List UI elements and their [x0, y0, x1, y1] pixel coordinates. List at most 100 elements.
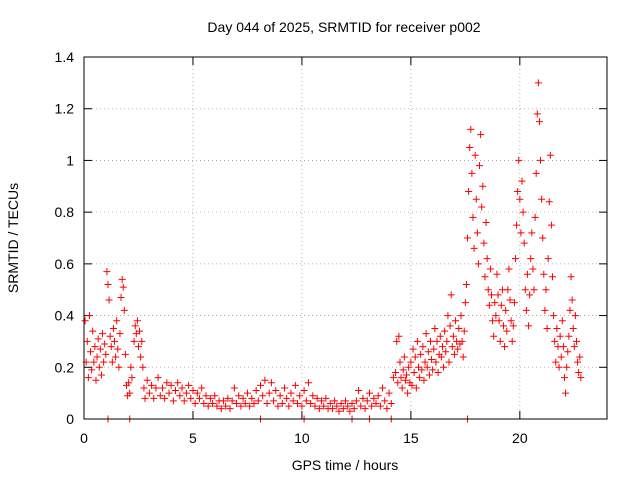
data-point: [140, 384, 148, 392]
data-point: [533, 110, 541, 118]
data-point: [322, 394, 330, 402]
data-point: [217, 405, 225, 413]
data-point: [547, 221, 555, 229]
data-point: [557, 353, 565, 361]
data-point: [540, 270, 548, 278]
data-point: [285, 402, 293, 410]
data-point: [304, 379, 312, 387]
y-axis-ticks: 0 0.2 0.4 0.6 0.8 1 1.2 1.4: [55, 49, 607, 427]
data-point: [154, 374, 162, 382]
data-point: [131, 322, 139, 330]
data-point: [506, 296, 514, 304]
data-point: [136, 327, 144, 335]
y-tick-label: 1.4: [55, 49, 75, 65]
data-point: [509, 322, 517, 330]
data-point: [556, 332, 564, 340]
data-point: [483, 255, 491, 263]
data-point: [113, 317, 121, 325]
x-tick-label: 15: [403, 430, 419, 446]
data-point: [233, 399, 241, 407]
data-point: [274, 402, 282, 410]
data-point: [176, 392, 184, 400]
data-point: [449, 332, 457, 340]
data-point: [491, 299, 499, 307]
data-point: [333, 402, 341, 410]
data-point: [114, 345, 122, 353]
data-point: [494, 291, 502, 299]
data-point: [276, 392, 284, 400]
data-point: [191, 399, 199, 407]
data-point: [424, 348, 432, 356]
data-point: [537, 156, 545, 164]
data-point: [169, 397, 177, 405]
data-point: [115, 363, 123, 371]
data-point: [287, 389, 295, 397]
data-point: [348, 399, 356, 407]
data-point: [254, 397, 262, 405]
data-point: [97, 371, 105, 379]
data-point: [163, 379, 171, 387]
data-point: [365, 389, 373, 397]
data-point: [137, 353, 145, 361]
data-point: [496, 337, 504, 345]
data-point: [339, 405, 347, 413]
data-point: [502, 306, 510, 314]
data-point: [313, 394, 321, 402]
data-point: [185, 381, 193, 389]
data-point: [350, 405, 358, 413]
data-point: [479, 182, 487, 190]
data-point: [178, 384, 186, 392]
data-point: [235, 392, 243, 400]
data-point: [224, 394, 232, 402]
data-point: [541, 306, 549, 314]
data-point: [167, 381, 175, 389]
data-point: [468, 169, 476, 177]
data-point: [522, 306, 530, 314]
data-point: [320, 402, 328, 410]
data-point: [535, 118, 543, 126]
data-point: [410, 368, 418, 376]
data-point: [546, 151, 554, 159]
data-point: [87, 348, 95, 356]
data-point: [531, 213, 539, 221]
data-point: [246, 402, 254, 410]
data-point: [534, 79, 542, 87]
data-point: [307, 399, 315, 407]
data-point: [577, 374, 585, 382]
data-point: [486, 265, 494, 273]
data-point: [156, 392, 164, 400]
data-point: [530, 286, 538, 294]
data-point: [416, 374, 424, 382]
data-point: [315, 405, 323, 413]
data-point: [328, 405, 336, 413]
data-point: [576, 353, 584, 361]
data-point: [346, 407, 354, 415]
data-point: [337, 399, 345, 407]
data-point: [368, 402, 376, 410]
data-point: [389, 374, 397, 382]
data-point: [488, 291, 496, 299]
data-point: [567, 273, 575, 281]
data-point: [477, 131, 485, 139]
data-point: [398, 384, 406, 392]
data-point: [272, 387, 280, 395]
data-point: [514, 187, 522, 195]
data-point: [118, 275, 126, 283]
y-tick-label: 0: [66, 411, 74, 427]
data-point: [363, 397, 371, 405]
data-point: [508, 337, 516, 345]
data-point: [89, 327, 97, 335]
data-point: [112, 353, 120, 361]
data-point: [482, 218, 490, 226]
data-point: [204, 402, 212, 410]
data-point: [446, 322, 454, 330]
data-point: [239, 394, 247, 402]
data-point: [441, 327, 449, 335]
data-point: [309, 392, 317, 400]
data-point: [174, 379, 182, 387]
data-point: [444, 312, 452, 320]
data-point: [521, 286, 529, 294]
data-point: [515, 156, 523, 164]
data-point: [126, 389, 134, 397]
data-point: [507, 317, 515, 325]
